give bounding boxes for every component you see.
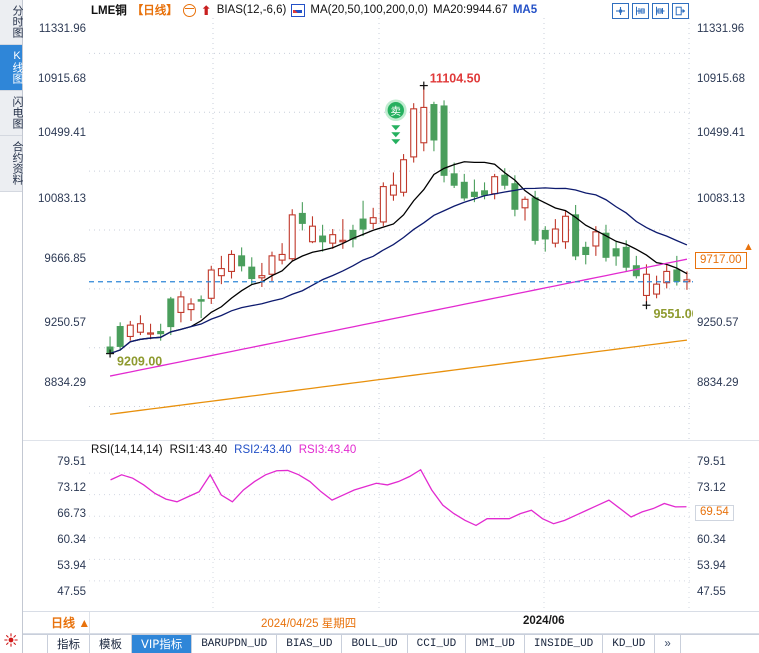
rsi2-value: RSI2:43.40 <box>234 443 292 456</box>
current-price-tag[interactable]: 9717.00 <box>695 252 747 269</box>
svg-text:9209.00: 9209.00 <box>117 355 162 369</box>
rsi-title[interactable]: RSI(14,14,14) <box>91 443 163 456</box>
tab-inside-ud[interactable]: INSIDE_UD <box>525 635 604 653</box>
indicator-chip-icon[interactable] <box>291 3 306 17</box>
axis-label: 79.51 <box>697 456 726 468</box>
minus-circle-icon[interactable] <box>182 3 196 17</box>
price-plot-area[interactable]: 11104.50 9209.00 9551.00 卖 <box>89 18 693 440</box>
date-axis-strip: 日线 ▲ 2024/04/25 星期四 2024/06 <box>23 612 759 634</box>
indicator-tabbar: 指标 模板 VIP指标 BARUPDN_UD BIAS_UD BOLL_UD C… <box>23 634 759 653</box>
legend-cycle[interactable]: 【日线】 <box>131 5 178 17</box>
axis-label: 10499.41 <box>38 127 86 139</box>
date-strip-divider <box>89 612 90 633</box>
axis-label: 47.55 <box>57 586 86 598</box>
axis-label: 11331.96 <box>697 23 745 35</box>
axis-label: 9666.85 <box>44 253 86 265</box>
tabbar-leading-gap <box>23 635 48 653</box>
tab-cci-ud[interactable]: CCI_UD <box>408 635 467 653</box>
axis-label: 9250.57 <box>44 317 86 329</box>
svg-text:9551.00: 9551.00 <box>653 307 693 321</box>
rsi3-value: RSI3:43.40 <box>298 443 357 456</box>
axis-label: 60.34 <box>57 534 86 546</box>
legend-ma20-value: MA20:9944.67 <box>433 4 508 16</box>
rsi-chart-svg <box>89 457 693 610</box>
arrow-up-icon[interactable]: ⬆ <box>200 2 212 18</box>
axis-date-label: 2024/06 <box>523 615 565 627</box>
rsi1-value: RSI1:43.40 <box>169 443 228 456</box>
axis-label: 11331.96 <box>38 23 86 35</box>
tab-barupdn-ud[interactable]: BARUPDN_UD <box>192 635 278 653</box>
svg-text:11104.50: 11104.50 <box>430 72 481 86</box>
rail-spacer <box>0 192 22 627</box>
chart-legend: LME铜 【日线】 ⬆ BIAS(12,-6,6) MA(20,50,100,2… <box>91 2 755 18</box>
axis-label: 47.55 <box>697 586 726 598</box>
rsi-axis-right: 79.51 73.12 60.34 53.94 47.55 69.54 <box>693 441 759 611</box>
price-chart-svg: 11104.50 9209.00 9551.00 卖 <box>89 18 693 440</box>
legend-ma[interactable]: MA(20,50,100,200,0,0) <box>310 4 428 16</box>
chart-column: LME铜 【日线】 ⬆ BIAS(12,-6,6) MA(20,50,100,2… <box>23 0 759 653</box>
tab-boll-ud[interactable]: BOLL_UD <box>342 635 408 653</box>
axis-label: 73.12 <box>697 482 726 494</box>
axis-label: 10083.13 <box>697 193 745 205</box>
legend-bias[interactable]: BIAS(12,-6,6) <box>216 4 287 16</box>
axis-label: 10915.68 <box>38 73 86 85</box>
align-right-icon[interactable] <box>652 3 669 19</box>
axis-label: 10499.41 <box>697 127 745 139</box>
legend-ma5[interactable]: MA5 <box>512 4 538 16</box>
cycle-selector-button[interactable]: 日线 ▲ <box>51 616 91 630</box>
shift-right-icon[interactable] <box>672 3 689 19</box>
axis-label: 10915.68 <box>697 73 745 85</box>
price-chart-panel[interactable]: LME铜 【日线】 ⬆ BIAS(12,-6,6) MA(20,50,100,2… <box>23 0 759 441</box>
crosshair-date-label: 2024/04/25 星期四 <box>261 618 357 630</box>
sidebar-item-contract-info[interactable]: 合约资料 <box>0 136 23 192</box>
axis-label: 53.94 <box>697 560 726 572</box>
rsi-current-value-tag[interactable]: 69.54 <box>695 505 734 521</box>
axis-label: 9250.57 <box>697 317 739 329</box>
tab-vip[interactable]: VIP指标 <box>132 635 193 653</box>
sidebar-item-lightning-chart[interactable]: 闪电图 <box>0 91 23 136</box>
tabbar-filler <box>680 635 759 653</box>
tab-templates[interactable]: 模板 <box>90 635 132 653</box>
axis-label: 10083.13 <box>38 193 86 205</box>
price-axis-right: 11331.96 10915.68 10499.41 10083.13 9250… <box>693 0 759 440</box>
price-marker-caret: ▲ <box>743 241 754 253</box>
tab-bias-ud[interactable]: BIAS_UD <box>277 635 343 653</box>
left-view-rail: 分时图 K线图 闪电图 合约资料 <box>0 0 23 653</box>
axis-label: 8834.29 <box>697 377 739 389</box>
axis-label: 73.12 <box>57 482 86 494</box>
settings-sun-icon[interactable] <box>0 627 22 653</box>
align-left-icon[interactable] <box>632 3 649 19</box>
crosshair-move-icon[interactable] <box>612 3 629 19</box>
axis-label: 8834.29 <box>44 377 86 389</box>
axis-label: 60.34 <box>697 534 726 546</box>
price-axis-left: 11331.96 10915.68 10499.41 10083.13 9666… <box>23 0 89 440</box>
sidebar-item-kline-chart[interactable]: K线图 <box>0 45 23 91</box>
axis-label: 79.51 <box>57 456 86 468</box>
rsi-indicator-panel[interactable]: RSI(14,14,14) RSI1:43.40 RSI2:43.40 RSI3… <box>23 441 759 612</box>
chart-toolbar <box>612 3 689 19</box>
rsi-axis-left: 79.51 73.12 66.73 60.34 53.94 47.55 <box>23 441 89 611</box>
tab-dmi-ud[interactable]: DMI_UD <box>466 635 525 653</box>
legend-symbol: LME铜 <box>91 5 127 17</box>
axis-label: 53.94 <box>57 560 86 572</box>
sidebar-item-minute-chart[interactable]: 分时图 <box>0 0 23 45</box>
tab-indicators[interactable]: 指标 <box>48 635 90 653</box>
svg-text:卖: 卖 <box>391 106 402 118</box>
tab-kd-ud[interactable]: KD_UD <box>603 635 656 653</box>
rsi-plot-area[interactable] <box>89 457 693 610</box>
tab-more[interactable]: » <box>655 635 681 653</box>
rsi-legend: RSI(14,14,14) RSI1:43.40 RSI2:43.40 RSI3… <box>91 442 356 457</box>
axis-label: 66.73 <box>57 508 86 520</box>
